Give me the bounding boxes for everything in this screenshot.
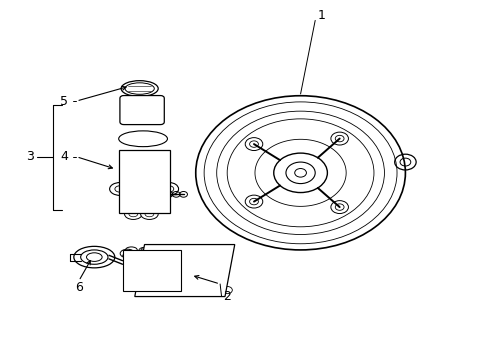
- Ellipse shape: [141, 209, 158, 220]
- Text: 2: 2: [223, 290, 231, 303]
- Text: 5: 5: [60, 95, 68, 108]
- Ellipse shape: [109, 183, 130, 195]
- Ellipse shape: [159, 183, 178, 195]
- Text: 1: 1: [317, 9, 325, 22]
- Ellipse shape: [140, 249, 154, 258]
- FancyBboxPatch shape: [120, 95, 164, 125]
- Bar: [122, 250, 181, 291]
- Polygon shape: [135, 244, 234, 297]
- Text: 4: 4: [60, 150, 68, 163]
- Ellipse shape: [74, 246, 115, 268]
- Text: 3: 3: [26, 150, 34, 163]
- Ellipse shape: [157, 249, 171, 258]
- Text: 6: 6: [75, 281, 82, 294]
- Ellipse shape: [124, 209, 142, 220]
- Ellipse shape: [121, 81, 158, 96]
- Bar: [119, 150, 170, 213]
- Ellipse shape: [120, 249, 135, 258]
